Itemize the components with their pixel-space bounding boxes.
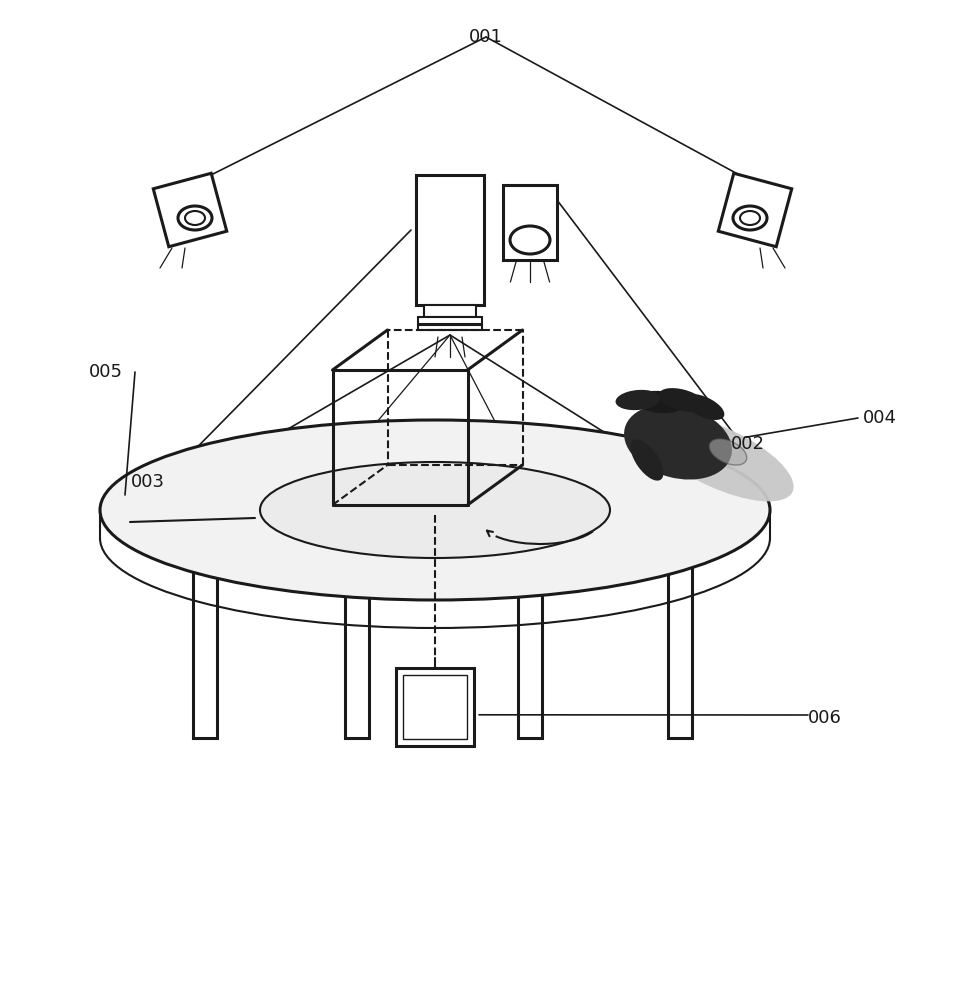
Bar xyxy=(668,538,692,738)
Ellipse shape xyxy=(510,226,550,254)
Text: 003: 003 xyxy=(131,473,165,491)
Text: 002: 002 xyxy=(731,435,765,453)
Ellipse shape xyxy=(624,404,732,480)
Polygon shape xyxy=(154,173,226,247)
Ellipse shape xyxy=(659,388,706,412)
Ellipse shape xyxy=(615,390,660,410)
Ellipse shape xyxy=(185,211,205,225)
Ellipse shape xyxy=(740,211,760,225)
Ellipse shape xyxy=(631,439,664,481)
Bar xyxy=(503,185,557,260)
Ellipse shape xyxy=(100,420,770,600)
Text: 001: 001 xyxy=(469,28,503,46)
Polygon shape xyxy=(718,173,792,247)
Bar xyxy=(418,325,482,330)
Bar xyxy=(416,175,484,305)
Bar xyxy=(345,538,369,738)
Text: 006: 006 xyxy=(808,709,842,727)
Bar xyxy=(396,668,474,746)
Ellipse shape xyxy=(260,462,610,558)
Bar xyxy=(193,538,217,738)
Ellipse shape xyxy=(710,439,746,465)
Ellipse shape xyxy=(733,206,767,230)
Bar xyxy=(518,538,542,738)
Ellipse shape xyxy=(646,415,793,501)
Text: 005: 005 xyxy=(89,363,123,381)
Ellipse shape xyxy=(178,206,212,230)
Bar xyxy=(424,305,476,317)
Bar xyxy=(418,317,482,324)
Bar xyxy=(403,675,467,739)
Ellipse shape xyxy=(683,394,724,420)
Text: 004: 004 xyxy=(863,409,897,427)
Ellipse shape xyxy=(635,391,685,413)
